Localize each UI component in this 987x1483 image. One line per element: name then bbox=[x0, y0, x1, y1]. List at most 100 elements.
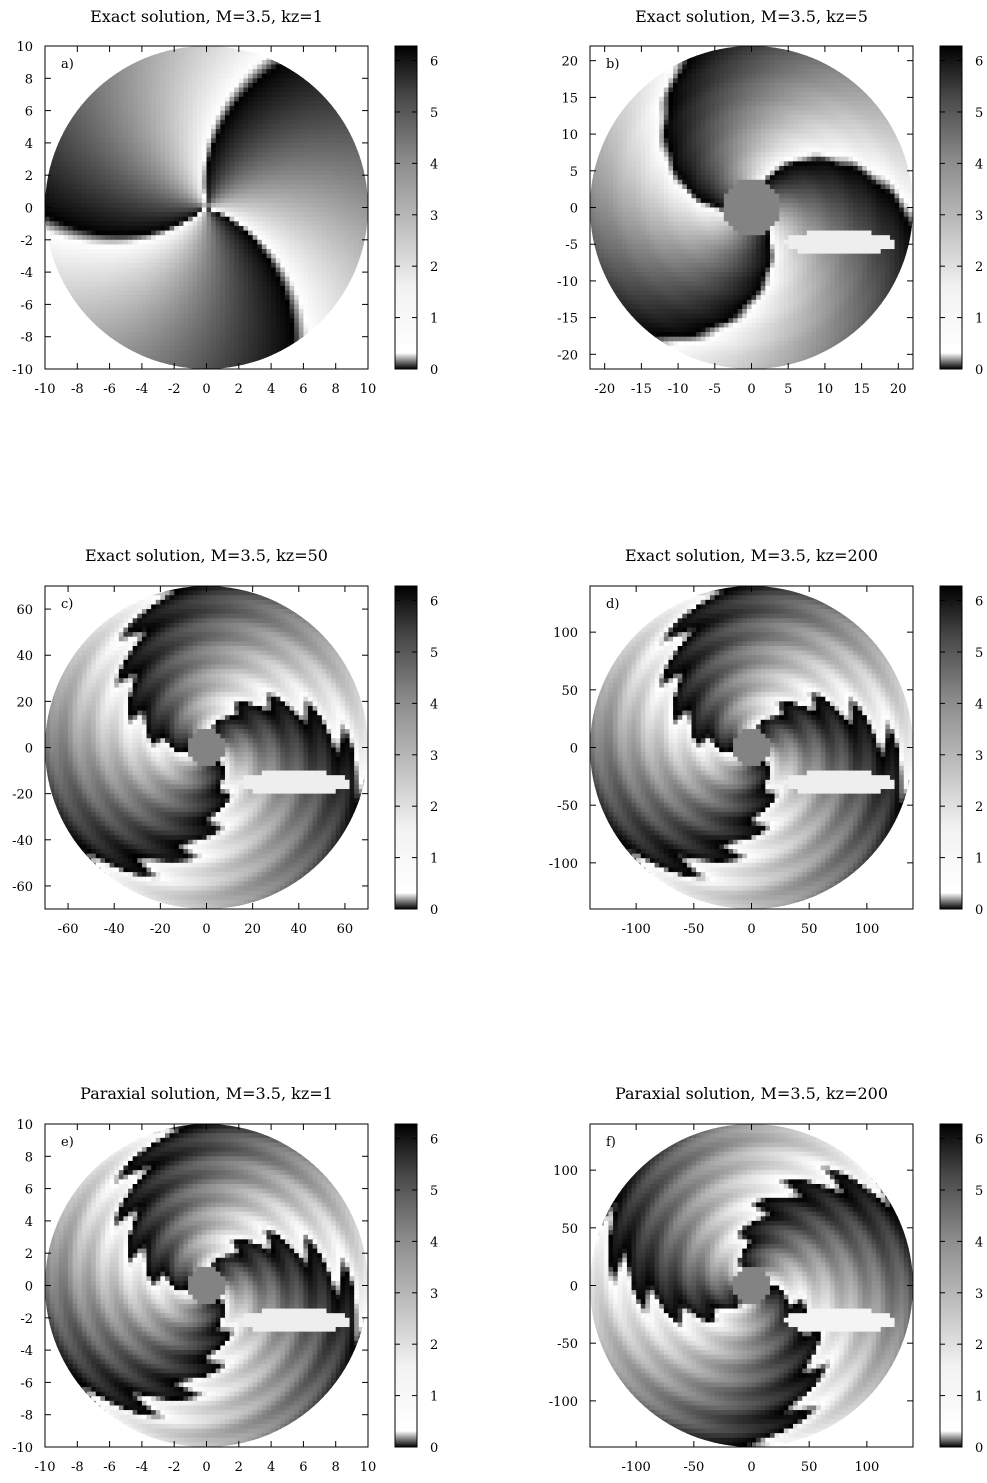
phase-cell bbox=[811, 124, 817, 130]
phase-cell bbox=[340, 267, 346, 273]
phase-cell bbox=[723, 78, 730, 84]
phase-cell bbox=[728, 64, 734, 70]
phase-cell bbox=[109, 78, 115, 84]
phase-cell bbox=[169, 133, 175, 139]
phase-cell bbox=[146, 59, 152, 66]
phase-cell bbox=[192, 225, 198, 232]
phase-cell bbox=[132, 189, 138, 195]
phase-cell bbox=[289, 175, 295, 181]
phase-cell bbox=[335, 129, 341, 135]
phase-cell bbox=[811, 115, 817, 121]
phase-cell bbox=[118, 225, 125, 232]
phase-cell bbox=[160, 129, 166, 135]
phase-cell bbox=[271, 249, 277, 255]
phase-cell bbox=[257, 64, 263, 70]
phase-cell bbox=[331, 212, 337, 218]
phase-cell bbox=[114, 133, 120, 139]
phase-cell bbox=[109, 239, 115, 246]
phase-cell bbox=[109, 202, 115, 209]
phase-cell bbox=[636, 92, 642, 98]
phase-cell bbox=[141, 345, 148, 352]
phase-cell bbox=[128, 212, 134, 218]
phase-cell bbox=[151, 161, 157, 167]
phase-cell bbox=[788, 124, 794, 130]
phase-cell bbox=[289, 101, 295, 107]
phase-cell bbox=[340, 225, 346, 232]
phase-cell bbox=[224, 341, 231, 347]
phase-cell bbox=[289, 73, 295, 79]
phase-cell bbox=[723, 129, 730, 135]
phase-cell bbox=[280, 281, 286, 287]
phase-cell bbox=[257, 82, 263, 89]
phase-cell bbox=[303, 207, 309, 213]
phase-cell bbox=[280, 304, 286, 310]
phase-cell bbox=[146, 96, 152, 102]
phase-cell bbox=[63, 221, 69, 227]
phase-cell bbox=[779, 78, 785, 84]
phase-cell bbox=[271, 230, 277, 236]
phase-cell bbox=[271, 156, 277, 162]
phase-cell bbox=[248, 249, 254, 255]
phase-cell bbox=[617, 119, 623, 126]
phase-cell bbox=[114, 225, 120, 232]
phase-cell bbox=[308, 318, 314, 324]
phase-cell bbox=[160, 258, 166, 264]
phase-cell bbox=[178, 184, 185, 190]
phase-cell bbox=[335, 165, 341, 172]
phase-cell bbox=[224, 161, 231, 167]
phase-cell bbox=[248, 276, 254, 282]
phase-cell bbox=[363, 193, 368, 199]
phase-cell bbox=[197, 119, 203, 126]
phase-cell bbox=[308, 165, 314, 172]
phase-cell bbox=[677, 78, 683, 84]
phase-cell bbox=[820, 69, 826, 75]
phase-cell bbox=[294, 295, 300, 301]
phase-cell bbox=[169, 267, 175, 273]
phase-cell bbox=[700, 124, 706, 130]
phase-cell bbox=[72, 262, 78, 269]
phase-cell bbox=[169, 262, 175, 269]
phase-cell bbox=[257, 239, 263, 246]
phase-cell bbox=[229, 55, 235, 61]
phase-cell bbox=[284, 193, 291, 199]
phase-cell bbox=[192, 161, 198, 167]
phase-cell bbox=[234, 142, 240, 149]
phase-cell bbox=[215, 332, 221, 338]
phase-cell bbox=[155, 198, 161, 204]
phase-cell bbox=[215, 82, 221, 89]
phase-cell bbox=[839, 129, 845, 135]
phase-cell bbox=[109, 161, 115, 167]
phase-cell bbox=[183, 299, 189, 305]
phase-cell bbox=[164, 299, 171, 305]
phase-cell bbox=[294, 156, 300, 162]
phase-cell bbox=[114, 290, 120, 296]
phase-cell bbox=[197, 253, 203, 259]
phase-cell bbox=[215, 364, 221, 369]
phase-cell bbox=[169, 258, 175, 264]
phase-cell bbox=[769, 46, 776, 52]
phase-cell bbox=[54, 230, 60, 236]
phase-cell bbox=[68, 285, 74, 292]
phase-cell bbox=[839, 82, 845, 89]
phase-cell bbox=[284, 73, 291, 79]
phase-cell bbox=[248, 105, 254, 112]
phase-cell bbox=[252, 198, 258, 204]
phase-cell bbox=[275, 152, 281, 158]
phase-cell bbox=[68, 161, 74, 167]
phase-cell bbox=[238, 202, 245, 209]
phase-cell bbox=[321, 119, 328, 126]
phase-cell bbox=[100, 193, 106, 199]
phase-cell bbox=[72, 239, 78, 246]
phase-cell bbox=[132, 327, 138, 333]
phase-cell bbox=[178, 165, 185, 172]
phase-cell bbox=[298, 235, 304, 241]
phase-cell bbox=[164, 50, 171, 56]
phase-cell bbox=[243, 290, 249, 296]
phase-cell bbox=[298, 115, 304, 121]
phase-cell bbox=[160, 281, 166, 287]
phase-cell bbox=[312, 138, 318, 144]
phase-cell bbox=[132, 285, 138, 292]
phase-cell bbox=[746, 78, 753, 84]
phase-cell bbox=[146, 355, 152, 361]
phase-cell bbox=[275, 318, 281, 324]
